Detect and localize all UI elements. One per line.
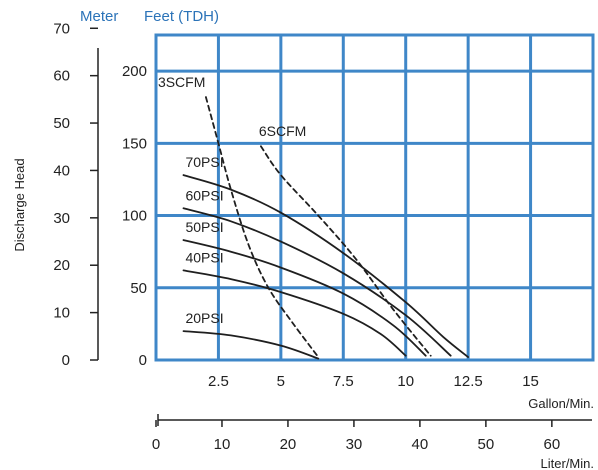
feet-tick-label: 100 <box>122 208 147 225</box>
lpm-axis-ticks: 0 10 20 30 40 50 60 <box>152 414 560 453</box>
plot-grid <box>156 33 593 360</box>
meter-header-label: Meter <box>80 8 118 25</box>
meter-tick-label: 10 <box>53 305 70 322</box>
curve-labels: 70PSI 60PSI 50PSI 40PSI 20PSI 3SCFM 6SCFM <box>158 74 306 326</box>
curve-6scfm <box>260 145 432 357</box>
performance-curves <box>182 96 469 360</box>
gpm-axis-tick-labels: 2.5 5 7.5 10 12.5 15 <box>208 373 539 390</box>
curve-label-60psi: 60PSI <box>185 187 223 203</box>
feet-tick-label: 200 <box>122 63 147 80</box>
curve-label-6scfm: 6SCFM <box>259 123 306 139</box>
meter-tick-label: 60 <box>53 68 70 85</box>
curve-40psi <box>182 269 407 357</box>
meter-axis-ticks: 0 10 20 30 40 50 60 70 <box>53 20 98 369</box>
curve-70psi <box>182 174 469 358</box>
gpm-tick-label: 12.5 <box>454 373 483 390</box>
meter-tick-label: 40 <box>53 162 70 179</box>
lpm-tick-label: 30 <box>346 436 363 453</box>
curve-label-40psi: 40PSI <box>185 249 223 265</box>
curve-label-3scfm: 3SCFM <box>158 74 205 90</box>
gpm-tick-label: 5 <box>277 373 285 390</box>
feet-tick-label: 0 <box>139 352 147 369</box>
curve-3scfm <box>205 96 320 358</box>
lpm-tick-label: 0 <box>152 436 160 453</box>
feet-tick-label: 150 <box>122 135 147 152</box>
curve-label-70psi: 70PSI <box>185 154 223 170</box>
meter-tick-label: 20 <box>53 257 70 274</box>
curve-50psi <box>182 239 427 357</box>
lpm-tick-label: 40 <box>412 436 429 453</box>
gpm-tick-label: 2.5 <box>208 373 229 390</box>
gpm-axis-title: Gallon/Min. <box>528 396 594 411</box>
feet-header-label: Feet (TDH) <box>144 8 219 25</box>
gpm-tick-label: 7.5 <box>333 373 354 390</box>
feet-axis-tick-labels: 0 50 100 150 200 <box>122 63 147 369</box>
lpm-tick-label: 60 <box>544 436 561 453</box>
meter-tick-label: 50 <box>53 115 70 132</box>
feet-tick-label: 50 <box>130 280 147 297</box>
curve-60psi <box>182 207 452 357</box>
meter-tick-label: 0 <box>62 352 70 369</box>
meter-tick-label: 70 <box>53 20 70 37</box>
meter-tick-label: 30 <box>53 210 70 227</box>
lpm-tick-label: 50 <box>478 436 495 453</box>
y-axis-title: Discharge Head <box>12 158 27 251</box>
gpm-tick-label: 10 <box>397 373 414 390</box>
gpm-tick-label: 15 <box>522 373 539 390</box>
lpm-axis-title: Liter/Min. <box>541 456 594 470</box>
curve-label-50psi: 50PSI <box>185 219 223 235</box>
lpm-tick-label: 10 <box>214 436 231 453</box>
curve-20psi <box>182 330 320 360</box>
lpm-tick-label: 20 <box>280 436 297 453</box>
curve-label-20psi: 20PSI <box>185 310 223 326</box>
